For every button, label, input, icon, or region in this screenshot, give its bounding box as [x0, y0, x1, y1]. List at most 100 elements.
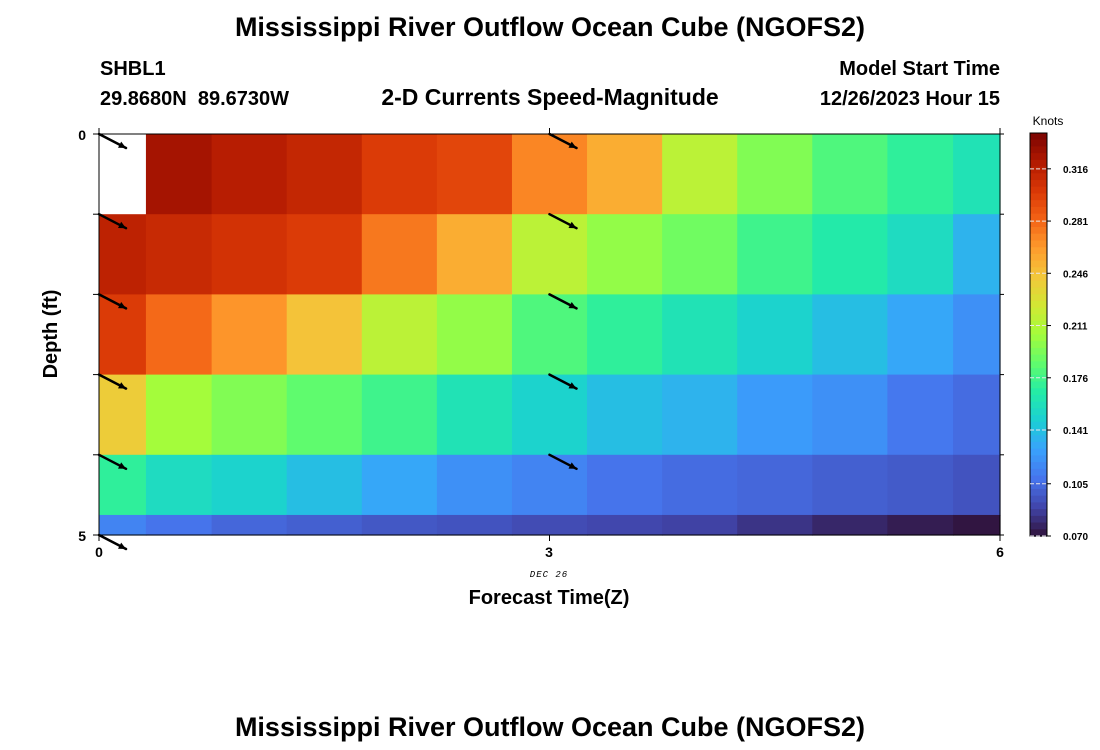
colorbar — [1030, 133, 1047, 537]
heatmap-cell — [286, 294, 363, 376]
heatmap-cells — [99, 134, 1001, 536]
heatmap-cell — [953, 294, 1001, 376]
y-tick-label: 0 — [78, 127, 86, 143]
colorbar-segment — [1030, 133, 1047, 141]
colorbar-segment — [1030, 441, 1047, 450]
x-date-label: DEC 26 — [530, 570, 568, 580]
colorbar-segment — [1030, 482, 1047, 490]
colorbar-segment — [1030, 502, 1047, 510]
colorbar-segment — [1030, 341, 1047, 349]
current-vector-arrow — [548, 453, 578, 471]
heatmap-cell — [211, 514, 288, 536]
heatmap-cell — [99, 454, 147, 516]
heatmap-cell — [587, 214, 663, 295]
colorbar-segment — [1030, 220, 1047, 228]
heatmap-cell — [286, 454, 363, 516]
colorbar-segment — [1030, 300, 1047, 309]
x-tick-label: 6 — [996, 544, 1004, 560]
heatmap-cell — [286, 214, 363, 295]
colorbar-segment — [1030, 227, 1047, 235]
current-vector-arrow — [97, 533, 128, 551]
heatmap-cell — [812, 134, 888, 215]
colorbar-segment — [1030, 146, 1047, 154]
colorbar-segment — [1030, 448, 1047, 457]
colorbar-segment — [1030, 173, 1047, 181]
heatmap-cell — [662, 514, 738, 536]
heatmap-cell — [662, 134, 738, 215]
heatmap-cell — [887, 454, 954, 516]
colorbar-segment — [1030, 186, 1047, 195]
heatmap-cell — [737, 214, 813, 295]
colorbar-segment — [1030, 529, 1047, 537]
chart-subtitle: 2-D Currents Speed-Magnitude — [381, 84, 718, 110]
colorbar-segment — [1030, 401, 1047, 410]
colorbar-segment — [1030, 321, 1047, 329]
heatmap-cell — [211, 214, 288, 295]
current-vector-arrow — [97, 373, 128, 390]
colorbar-segment — [1030, 374, 1047, 383]
heatmap-cell — [145, 454, 213, 516]
heatmap-cell — [587, 374, 663, 456]
colorbar-segment — [1030, 294, 1047, 302]
colorbar-segment — [1030, 267, 1047, 275]
colorbar-segment — [1030, 455, 1047, 463]
repeated-title: Mississippi River Outflow Ocean Cube (NG… — [235, 712, 865, 742]
colorbar-segment — [1030, 200, 1047, 208]
x-tick-label: 0 — [95, 544, 103, 560]
colorbar-segment — [1030, 509, 1047, 517]
colorbar-segment — [1030, 314, 1047, 322]
heatmap-cell — [587, 294, 663, 376]
heatmap-cell — [662, 454, 738, 516]
heatmap-cell — [887, 294, 954, 376]
heatmap-cell — [953, 514, 1001, 536]
heatmap-cell — [511, 514, 588, 536]
colorbar-segment — [1030, 354, 1047, 363]
heatmap-cell — [286, 374, 363, 456]
main-title: Mississippi River Outflow Ocean Cube (NG… — [235, 12, 865, 42]
colorbar-segment — [1030, 435, 1047, 443]
station-coordinates: 29.8680N 89.6730W — [100, 88, 289, 110]
heatmap-cell — [286, 514, 363, 536]
heatmap-cell — [737, 294, 813, 376]
colorbar-segment — [1030, 213, 1047, 222]
heatmap-cell — [211, 134, 288, 215]
current-vector-arrow — [97, 293, 128, 310]
colorbar-tick-label: 0.105 — [1063, 480, 1088, 491]
colorbar-segment — [1030, 139, 1047, 148]
heatmap-cell — [145, 294, 213, 376]
heatmap-cell — [511, 454, 588, 516]
heatmap-cell — [99, 514, 147, 536]
heatmap-cell — [145, 134, 213, 215]
current-vector-arrow — [548, 293, 578, 310]
heatmap-cell — [361, 294, 438, 376]
heatmap-cell — [436, 294, 513, 376]
heatmap-cell — [511, 214, 588, 295]
heatmap-cell — [436, 454, 513, 516]
colorbar-tick-label: 0.211 — [1063, 322, 1088, 333]
heatmap-cell — [436, 514, 513, 536]
heatmap-cell — [953, 454, 1001, 516]
heatmap-cell — [812, 514, 888, 536]
colorbar-tick-label: 0.246 — [1063, 269, 1088, 280]
heatmap-cell — [361, 214, 438, 295]
colorbar-tick-label: 0.281 — [1063, 217, 1088, 228]
heatmap-cell — [211, 294, 288, 376]
colorbar-segment — [1030, 381, 1047, 389]
colorbar-segment — [1030, 166, 1047, 174]
heatmap-cell — [662, 374, 738, 456]
colorbar-segment — [1030, 180, 1047, 188]
y-tick-label: 5 — [78, 528, 86, 544]
colorbar-segment — [1030, 274, 1047, 282]
heatmap-cell — [812, 294, 888, 376]
colorbar-tick-label: 0.141 — [1063, 426, 1088, 437]
colorbar-segment — [1030, 421, 1047, 430]
colorbar-segment — [1030, 515, 1047, 524]
heatmap-cell — [887, 214, 954, 295]
colorbar-segment — [1030, 415, 1047, 423]
heatmap-cell — [511, 134, 588, 215]
heatmap-cell — [145, 514, 213, 536]
model-start-label: Model Start Time — [839, 58, 1000, 80]
y-axis-label: Depth (ft) — [40, 290, 62, 379]
heatmap-cell — [887, 374, 954, 456]
colorbar-segment — [1030, 247, 1047, 255]
